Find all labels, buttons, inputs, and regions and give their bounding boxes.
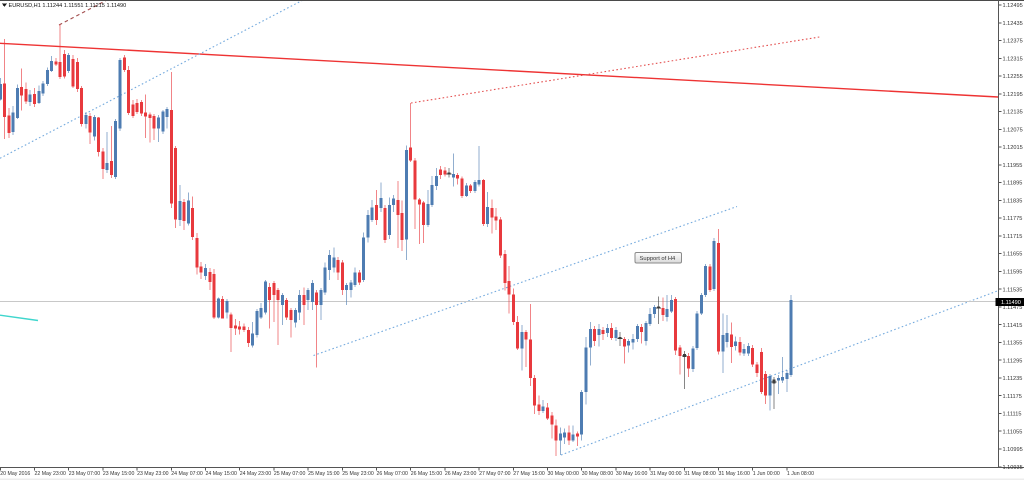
svg-text:31 May 00:00: 31 May 00:00 [650, 471, 682, 477]
svg-text:1.11295: 1.11295 [1003, 358, 1023, 364]
svg-text:26 May 07:00: 26 May 07:00 [377, 471, 409, 477]
svg-text:1.11415: 1.11415 [1003, 323, 1023, 329]
svg-text:31 May 16:00: 31 May 16:00 [719, 471, 751, 477]
svg-text:22 May 23:00: 22 May 23:00 [35, 471, 67, 477]
svg-text:30 May 16:00: 30 May 16:00 [616, 471, 648, 477]
svg-text:24 May 23:00: 24 May 23:00 [240, 471, 272, 477]
svg-text:20 May 2016: 20 May 2016 [0, 471, 30, 477]
svg-text:1.12435: 1.12435 [1003, 21, 1023, 27]
svg-text:1.11895: 1.11895 [1003, 181, 1023, 187]
svg-text:1.11955: 1.11955 [1003, 163, 1023, 169]
svg-text:1.11595: 1.11595 [1003, 270, 1023, 276]
svg-text:1 Jun 08:00: 1 Jun 08:00 [787, 471, 814, 477]
svg-text:24 May 15:00: 24 May 15:00 [206, 471, 238, 477]
svg-text:27 May 15:00: 27 May 15:00 [513, 471, 545, 477]
svg-text:1.11715: 1.11715 [1003, 234, 1023, 240]
svg-text:30 May 00:00: 30 May 00:00 [548, 471, 580, 477]
svg-text:1 Jun 00:00: 1 Jun 00:00 [753, 471, 780, 477]
svg-text:1.12495: 1.12495 [1003, 3, 1023, 9]
svg-text:1.11355: 1.11355 [1003, 341, 1023, 347]
svg-text:23 May 15:00: 23 May 15:00 [103, 471, 135, 477]
svg-text:1.12255: 1.12255 [1003, 74, 1023, 80]
svg-text:30 May 08:00: 30 May 08:00 [582, 471, 614, 477]
svg-text:26 May 15:00: 26 May 15:00 [411, 471, 443, 477]
svg-text:26 May 23:00: 26 May 23:00 [445, 471, 477, 477]
svg-text:1.11055: 1.11055 [1003, 429, 1023, 435]
svg-text:1.11115: 1.11115 [1003, 412, 1022, 418]
svg-text:1.11235: 1.11235 [1003, 376, 1023, 382]
svg-text:25 May 15:00: 25 May 15:00 [308, 471, 340, 477]
svg-text:1.12195: 1.12195 [1003, 92, 1023, 98]
svg-text:1.11655: 1.11655 [1003, 252, 1023, 258]
svg-text:23 May 23:00: 23 May 23:00 [137, 471, 169, 477]
svg-text:1.12135: 1.12135 [1003, 110, 1023, 116]
svg-text:1.12015: 1.12015 [1003, 145, 1023, 151]
svg-text:1.11535: 1.11535 [1003, 287, 1023, 293]
svg-text:25 May 23:00: 25 May 23:00 [342, 471, 374, 477]
svg-text:1.10935: 1.10935 [1003, 465, 1023, 471]
svg-text:1.10995: 1.10995 [1003, 447, 1023, 453]
svg-text:23 May 07:00: 23 May 07:00 [69, 471, 101, 477]
svg-text:27 May 07:00: 27 May 07:00 [479, 471, 511, 477]
svg-text:31 May 08:00: 31 May 08:00 [684, 471, 716, 477]
svg-text:1.12315: 1.12315 [1003, 56, 1023, 62]
svg-text:24 May 07:00: 24 May 07:00 [171, 471, 203, 477]
svg-text:1.12075: 1.12075 [1003, 127, 1023, 133]
svg-text:1.11775: 1.11775 [1003, 216, 1023, 222]
svg-text:1.12375: 1.12375 [1003, 39, 1023, 45]
svg-text:25 May 07:00: 25 May 07:00 [274, 471, 306, 477]
svg-text:1.11490: 1.11490 [1001, 300, 1021, 306]
svg-text:1.11175: 1.11175 [1003, 394, 1022, 400]
svg-text:1.11835: 1.11835 [1003, 199, 1023, 205]
svg-text:Support of H4: Support of H4 [640, 256, 677, 262]
svg-text:EURUSD,H1 1.11244 1.11551 1.1: EURUSD,H1 1.11244 1.11551 1.11215 1.1149… [9, 3, 127, 9]
